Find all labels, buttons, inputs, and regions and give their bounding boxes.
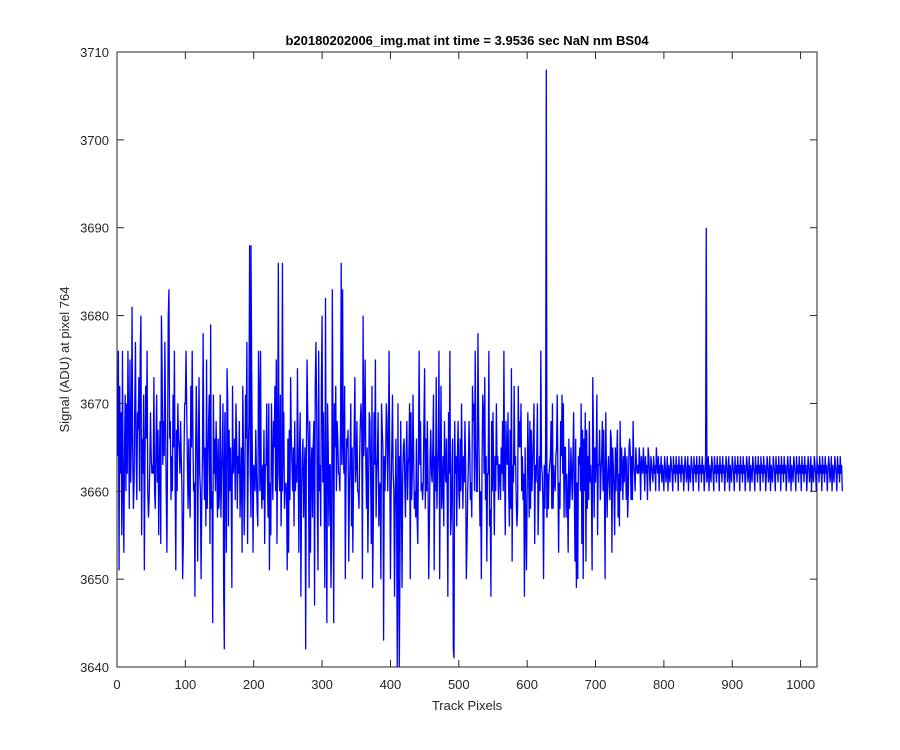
x-tick-label: 200 [243, 677, 265, 692]
signal-peak-4 [339, 262, 343, 465]
x-tick-label: 100 [175, 677, 197, 692]
series-group [117, 69, 843, 668]
y-tick-label: 3690 [80, 221, 109, 236]
y-tick-label: 3710 [80, 45, 109, 60]
x-tick-label: 0 [113, 677, 120, 692]
y-tick-label: 3680 [80, 309, 109, 324]
plot-area: 0 100 200 300 400 500 600 700 800 900 1000 3640 365… [80, 45, 843, 692]
x-tick-label: 600 [516, 677, 538, 692]
signal-peak-2 [249, 245, 253, 474]
x-tick-label: 400 [380, 677, 402, 692]
y-tick-label: 3650 [80, 572, 109, 587]
y-tick-label: 3700 [80, 133, 109, 148]
x-tick-label: 800 [653, 677, 675, 692]
x-tick-label: 300 [311, 677, 333, 692]
y-axis-label: Signal (ADU) at pixel 764 [57, 287, 72, 433]
x-tick-label: 500 [448, 677, 470, 692]
y-tick-label: 3640 [80, 660, 109, 675]
x-tick-label: 900 [721, 677, 743, 692]
signal-peak-6 [222, 412, 226, 650]
signal-peak-1 [704, 227, 708, 483]
signal-peak-5 [397, 552, 401, 668]
signal-peak-3 [281, 262, 284, 474]
chart-title: b20180202006_img.mat int time = 3.9536 s… [285, 33, 649, 48]
y-tick-label: 3670 [80, 396, 109, 411]
x-tick-label: 1000 [786, 677, 815, 692]
signal-peak-0 [544, 69, 548, 518]
x-axis-ticks: 0 100 200 300 400 500 600 700 800 900 1000 [113, 52, 815, 692]
x-axis-label: Track Pixels [432, 698, 503, 713]
x-tick-label: 700 [585, 677, 607, 692]
y-tick-label: 3660 [80, 484, 109, 499]
signal-series-line [117, 245, 843, 668]
y-axis-ticks: 3640 3650 3660 3670 3680 3690 3700 3710 [80, 45, 817, 675]
